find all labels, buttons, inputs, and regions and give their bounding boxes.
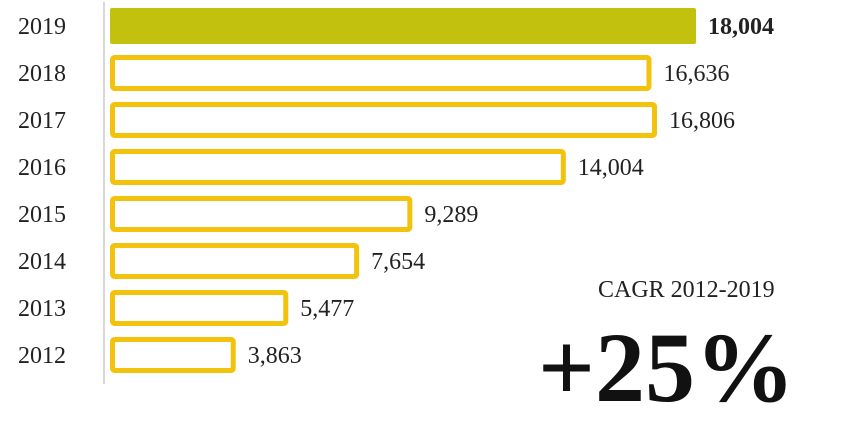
bar-2014 — [110, 243, 360, 279]
category-label-2017: 2017 — [18, 108, 66, 134]
bar-2019 — [110, 8, 696, 44]
value-label-2012: 3,863 — [248, 343, 302, 369]
value-label-2019: 18,004 — [708, 14, 774, 40]
bar-2018 — [110, 55, 652, 91]
value-label-2016: 14,004 — [578, 155, 644, 181]
cagr-value: +25% — [538, 312, 795, 423]
category-label-2019: 2019 — [18, 14, 66, 40]
bar-2015 — [110, 196, 413, 232]
bar-2016 — [110, 149, 566, 185]
bar-2013 — [110, 290, 289, 326]
value-labels-group: 18,004 16,636 16,806 14,004 9,289 7,654 5,477 3… — [248, 14, 774, 369]
value-label-2015: 9,289 — [424, 202, 478, 228]
category-label-2015: 2015 — [18, 202, 66, 228]
value-label-2013: 5,477 — [300, 296, 354, 322]
bars-group — [110, 8, 696, 373]
category-labels-group: 2019 2018 2017 2016 2015 2014 2013 2012 — [18, 14, 66, 369]
category-label-2013: 2013 — [18, 296, 66, 322]
category-label-2012: 2012 — [18, 343, 66, 369]
bar-2012 — [110, 337, 236, 373]
value-label-2018: 16,636 — [663, 61, 729, 87]
value-label-2017: 16,806 — [669, 108, 735, 134]
value-label-2014: 7,654 — [371, 249, 425, 275]
category-label-2018: 2018 — [18, 61, 66, 87]
cagr-label: CAGR 2012-2019 — [598, 277, 775, 303]
bar-2017 — [110, 102, 658, 138]
category-label-2014: 2014 — [18, 249, 66, 275]
category-label-2016: 2016 — [18, 155, 66, 181]
